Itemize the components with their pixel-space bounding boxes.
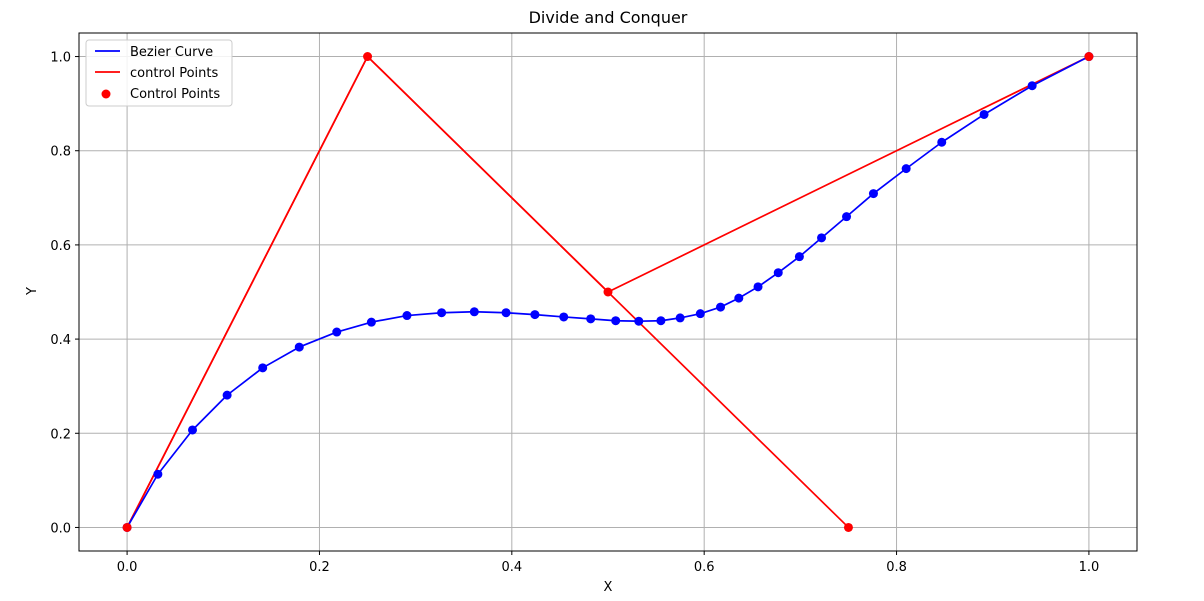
bezier-curve-point: [842, 212, 852, 222]
y-tick-label: 1.0: [50, 51, 71, 66]
legend-label: Control Points: [130, 87, 220, 102]
bezier-curve-point: [937, 137, 947, 147]
control-points-line: [126, 55, 1090, 528]
bezier-curve-point: [294, 342, 304, 352]
bezier-curve-point: [868, 189, 878, 199]
bezier-curve-point: [187, 425, 197, 435]
bezier-curve-point: [611, 316, 621, 326]
x-tick-label: 0.8: [886, 560, 907, 575]
bezier-curve-point: [817, 233, 827, 243]
bezier-curve-point: [656, 316, 666, 326]
x-tick-label: 1.0: [1079, 560, 1100, 575]
control-point-marker: [363, 52, 373, 62]
control-point-marker: [603, 287, 613, 297]
grid: [79, 33, 1137, 551]
bezier-curve-point: [773, 268, 783, 278]
bezier-curve-point: [979, 109, 989, 119]
legend-label: Bezier Curve: [130, 45, 213, 60]
bezier-curve-point: [437, 308, 447, 318]
bezier-curve-point: [153, 469, 163, 479]
bezier-curve-point: [469, 307, 479, 317]
chart-title: Divide and Conquer: [529, 8, 688, 27]
bezier-curve-point: [794, 252, 804, 262]
bezier-curve-point: [716, 302, 726, 312]
control-point-marker: [122, 522, 132, 532]
bezier-curve-point: [634, 316, 644, 326]
y-axis-label: Y: [25, 287, 40, 296]
bezier-curve-point: [753, 282, 763, 292]
x-tick-label: 0.0: [117, 560, 138, 575]
bezier-curve-point: [366, 317, 376, 327]
control-point-marker: [843, 522, 853, 532]
legend-box: [85, 39, 233, 107]
bezier-curve-point: [586, 314, 596, 324]
legend: Bezier Curve control Points Control Points: [85, 39, 233, 107]
y-tick-label: 0.0: [50, 521, 71, 536]
y-tick-label: 0.6: [50, 239, 71, 254]
axis-ticks: 0.0 0.2 0.4 0.6 0.8 1.0 0.0 0.2 0.4 0.6 0.8 1.0: [50, 51, 1099, 575]
plot-data: [122, 52, 1094, 532]
x-tick-label: 0.4: [501, 560, 522, 575]
bezier-curve-point: [559, 312, 569, 322]
y-tick-label: 0.4: [50, 333, 71, 348]
x-axis-label: X: [604, 580, 613, 595]
bezier-curve-point: [402, 311, 412, 321]
plot-frame: [78, 32, 1138, 552]
bezier-curve-point: [695, 309, 705, 319]
legend-label: control Points: [130, 66, 218, 81]
y-tick-label: 0.8: [50, 145, 71, 160]
bezier-curve-point: [675, 313, 685, 323]
x-tick-label: 0.6: [694, 560, 715, 575]
bezier-curve-point: [222, 390, 232, 400]
bezier-curve-point: [258, 363, 268, 373]
legend-marker-swatch: [101, 89, 111, 99]
bezier-curve-point: [734, 293, 744, 303]
y-tick-label: 0.2: [50, 427, 71, 442]
bezier-curve-point: [332, 327, 342, 337]
x-tick-label: 0.2: [309, 560, 330, 575]
control-point-marker: [1084, 52, 1094, 62]
bezier-curve-point: [530, 310, 540, 320]
bezier-curve-point: [501, 308, 511, 318]
bezier-curve-point: [1027, 81, 1037, 91]
bezier-curve-point: [901, 164, 911, 174]
